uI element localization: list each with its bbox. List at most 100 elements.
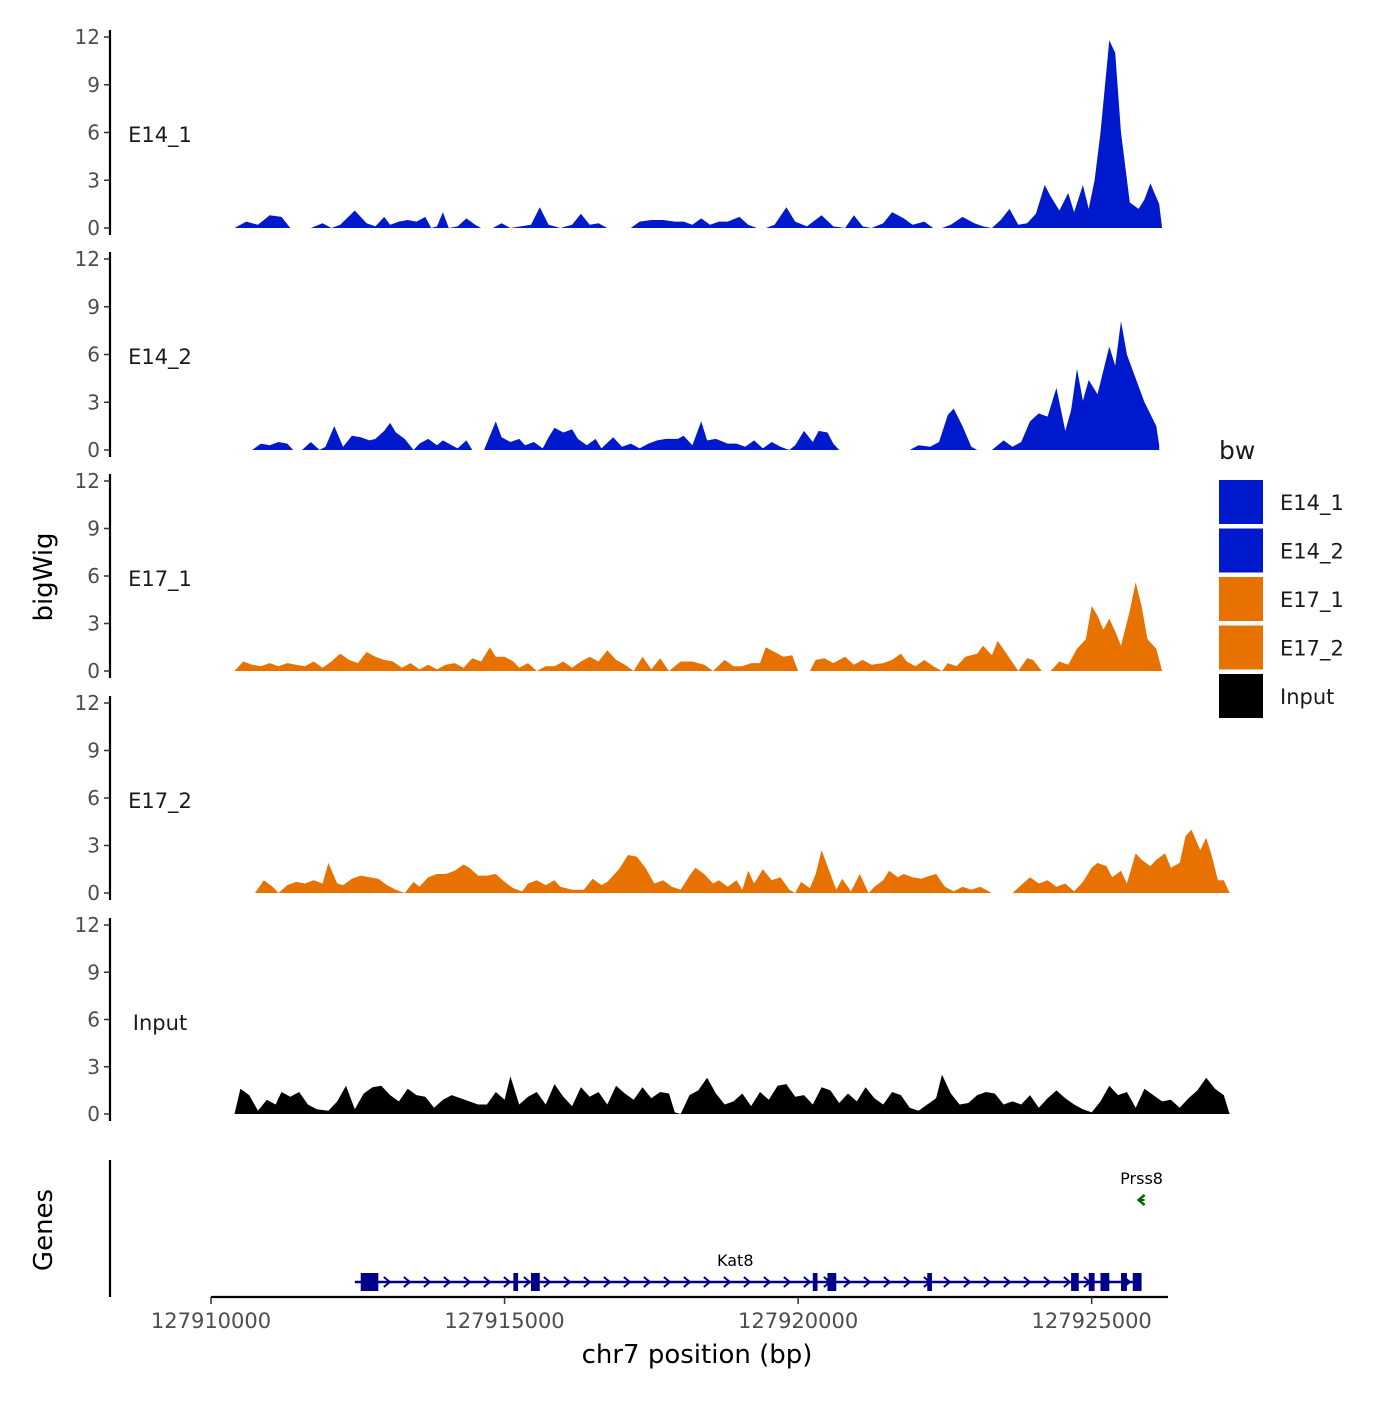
genes-layer: Kat8 Prss8	[108, 1160, 1163, 1297]
y-tick-label: 12	[75, 25, 100, 49]
gene-Prss8: Prss8	[1120, 1169, 1163, 1206]
x-axis: 127910000 127915000 127920000 127925000	[151, 1295, 1168, 1333]
strand-chevron	[703, 1276, 712, 1288]
gene-label: Prss8	[1120, 1169, 1163, 1188]
y-tick-label: 6	[87, 786, 100, 810]
x-tick-label: 127910000	[151, 1309, 271, 1333]
gene-exon	[812, 1273, 818, 1291]
track-Input: 0 3 6 9 12 Input	[75, 913, 1230, 1126]
y-tick-label: 9	[87, 73, 100, 97]
gene-exon	[1071, 1273, 1079, 1291]
legend-label: E14_2	[1280, 540, 1344, 565]
strand-chevron	[423, 1276, 432, 1288]
y-tick-label: 12	[75, 691, 100, 715]
strand-chevron	[403, 1276, 412, 1288]
gene-exon	[827, 1273, 837, 1291]
strand-chevron	[1043, 1276, 1052, 1288]
y-tick-label: 3	[87, 612, 100, 636]
y-tick-label: 6	[87, 343, 100, 367]
gene-label: Kat8	[717, 1251, 753, 1270]
signal-area-E14_1	[234, 40, 1163, 229]
legend-label: E14_1	[1280, 491, 1344, 516]
strand-chevron	[1063, 1276, 1072, 1288]
legend-swatch-E14_2	[1219, 528, 1263, 573]
y-tick-label: 3	[87, 834, 100, 858]
track-E14_2: 0 3 6 9 12 E14_2	[75, 247, 1160, 462]
track-label: E17_2	[128, 789, 192, 814]
track-E17_1: 0 3 6 9 12 E17_1	[75, 469, 1163, 683]
y-tick-label: 3	[87, 168, 100, 192]
legend-label: E17_1	[1280, 588, 1344, 613]
gene-Kat8: Kat8	[354, 1251, 1142, 1291]
legend-label: E17_2	[1280, 637, 1344, 662]
gene-exon	[530, 1273, 540, 1291]
signal-area-E17_1	[234, 582, 1163, 671]
x-tick-label: 127925000	[1032, 1309, 1152, 1333]
strand-chevron	[863, 1276, 872, 1288]
legend-swatch-E17_1	[1219, 577, 1263, 621]
strand-chevron	[503, 1276, 512, 1288]
track-label: E14_2	[128, 345, 192, 370]
y-tick-label: 12	[75, 469, 100, 493]
y-tick-label: 6	[87, 121, 100, 145]
strand-chevron	[803, 1276, 812, 1288]
y-tick-label: 6	[87, 1008, 100, 1032]
y-tick-label: 9	[87, 960, 100, 984]
y-tick-label: 12	[75, 913, 100, 937]
tracks-layer: 0 3 6 9 12 E14_1 0 3 6 9 12 E14_2 0 3 6 9 12 E17_1 0 3 6 9 12 E…	[75, 25, 1230, 1126]
gene-exon	[513, 1273, 519, 1291]
strand-chevron	[483, 1276, 492, 1288]
track-E17_2: 0 3 6 9 12 E17_2	[75, 691, 1230, 905]
strand-chevron	[383, 1276, 392, 1288]
strand-chevron	[1023, 1276, 1032, 1288]
y-tick-label: 6	[87, 564, 100, 588]
x-axis-title: chr7 position (bp)	[582, 1340, 813, 1370]
strand-chevron	[663, 1276, 672, 1288]
legend-swatch-E14_1	[1219, 480, 1263, 524]
genes-axis-title: Genes	[29, 1189, 59, 1271]
gene-exon	[1132, 1273, 1142, 1291]
y-tick-label: 3	[87, 1055, 100, 1079]
strand-chevron	[1003, 1276, 1012, 1288]
y-tick-label: 9	[87, 517, 100, 541]
strand-chevron	[883, 1276, 892, 1288]
y-tick-label: 9	[87, 739, 100, 763]
gene-exon	[1100, 1273, 1110, 1291]
strand-chevron	[643, 1276, 652, 1288]
track-E14_1: 0 3 6 9 12 E14_1	[75, 25, 1163, 240]
y-tick-label: 12	[75, 247, 100, 271]
strand-chevron	[943, 1276, 952, 1288]
gene-exon	[927, 1273, 932, 1291]
signal-area-E14_2	[252, 321, 1160, 450]
signal-area-E17_2	[255, 829, 1230, 893]
strand-chevron	[623, 1276, 632, 1288]
legend-swatch-Input	[1219, 674, 1263, 718]
x-tick-label: 127915000	[444, 1309, 564, 1333]
legend: bw E14_1 E14_2 E17_1 E17_2 Input	[1219, 436, 1344, 718]
strand-chevron	[683, 1276, 692, 1288]
strand-chevron	[963, 1276, 972, 1288]
y-tick-label: 0	[87, 1102, 100, 1126]
track-label: Input	[133, 1011, 187, 1035]
strand-chevron	[463, 1276, 472, 1288]
gene-exon	[1088, 1273, 1095, 1291]
track-label: E17_1	[128, 567, 192, 592]
strand-chevron	[763, 1276, 772, 1288]
y-tick-label: 3	[87, 390, 100, 414]
strand-chevron	[843, 1276, 852, 1288]
strand-chevron	[903, 1276, 912, 1288]
strand-chevron	[743, 1276, 752, 1288]
y-tick-label: 0	[87, 659, 100, 683]
gene-exon	[360, 1273, 379, 1291]
track-label: E14_1	[128, 123, 192, 148]
strand-chevron	[563, 1276, 572, 1288]
y-tick-label: 0	[87, 438, 100, 462]
strand-chevron	[983, 1276, 992, 1288]
strand-chevron	[603, 1276, 612, 1288]
strand-chevron	[783, 1276, 792, 1288]
strand-chevron	[543, 1276, 552, 1288]
strand-chevron	[723, 1276, 732, 1288]
legend-label: Input	[1280, 685, 1334, 709]
